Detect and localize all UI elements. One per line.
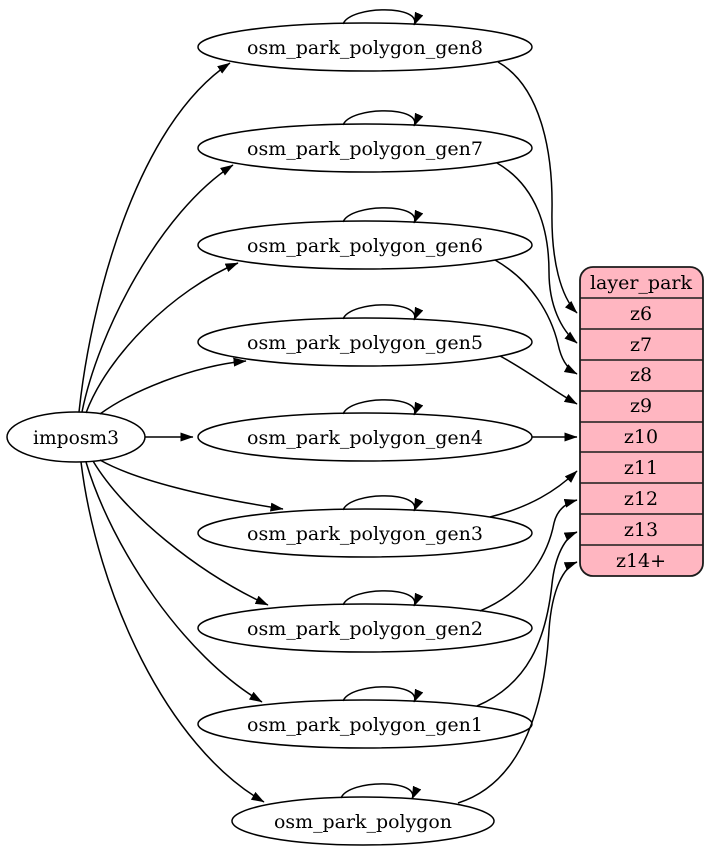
row-z9: z9 xyxy=(630,395,652,417)
row-z13: z13 xyxy=(624,519,658,541)
gen3-ellipse xyxy=(197,508,533,558)
gen1-label: osm_park_polygon_gen1 xyxy=(247,714,483,736)
node-osm_park_polygon_gen6: osm_park_polygon_gen6 xyxy=(197,220,533,270)
gen4-label: osm_park_polygon_gen4 xyxy=(247,427,483,449)
self-loop-gen6 xyxy=(342,207,424,224)
gen6-ellipse xyxy=(197,220,533,270)
self-loop-gen3 xyxy=(342,495,424,512)
row-z6: z6 xyxy=(630,303,652,325)
edge-imposm3-gen8 xyxy=(78,62,231,413)
self-loop-gen8 xyxy=(342,9,424,26)
gen8-ellipse xyxy=(197,22,533,72)
gen7-ellipse xyxy=(197,123,533,173)
edge-imposm3-gen5 xyxy=(99,357,247,415)
edge-gen5-z9 xyxy=(499,355,578,405)
self-loop-gen7 xyxy=(342,110,424,127)
node-osm_park_polygon_gen4: osm_park_polygon_gen4 xyxy=(197,412,533,462)
node-layer_park: layer_park z6 z7 z8 z9 z10 z11 z12 z13 z… xyxy=(579,266,704,577)
gen6-label: osm_park_polygon_gen6 xyxy=(247,235,483,257)
edge-imposm3-gen7 xyxy=(81,164,234,413)
row-z7: z7 xyxy=(630,334,652,356)
edges-imposm3-to-tables xyxy=(78,62,284,803)
edge-imposm3-gen3 xyxy=(99,459,284,512)
edge-gen7-z7 xyxy=(496,162,578,344)
node-osm_park_polygon_gen8: osm_park_polygon_gen8 xyxy=(197,22,533,72)
edge-imposm3-gen2 xyxy=(92,460,269,606)
gen3-label: osm_park_polygon_gen3 xyxy=(247,523,483,545)
node-osm_park_polygon_gen1: osm_park_polygon_gen1 xyxy=(197,699,533,749)
node-osm_park_polygon: osm_park_polygon xyxy=(231,796,495,846)
row-z8: z8 xyxy=(630,364,652,386)
row-z11: z11 xyxy=(624,457,658,479)
gen5-ellipse xyxy=(197,317,533,367)
gen2-ellipse xyxy=(197,603,533,653)
gen2-label: osm_park_polygon_gen2 xyxy=(247,618,483,640)
edge-osm_park_polygon-z14plus xyxy=(457,561,578,804)
self-loop-edges xyxy=(340,9,424,800)
gen8-label: osm_park_polygon_gen8 xyxy=(247,37,483,59)
node-osm_park_polygon_gen7: osm_park_polygon_gen7 xyxy=(197,123,533,173)
gen5-label: osm_park_polygon_gen5 xyxy=(247,332,483,354)
imposm3-label: imposm3 xyxy=(33,427,119,449)
layer-park-header: layer_park xyxy=(590,272,693,294)
osm-park-polygon-label: osm_park_polygon xyxy=(274,811,452,833)
node-osm_park_polygon_gen5: osm_park_polygon_gen5 xyxy=(197,317,533,367)
edge-imposm3-osm_park_polygon xyxy=(80,461,265,803)
edge-gen3-z11 xyxy=(489,470,578,518)
edge-gen2-z12 xyxy=(479,498,578,612)
self-loop-gen4 xyxy=(342,399,424,416)
gen7-label: osm_park_polygon_gen7 xyxy=(247,138,483,160)
edge-gen6-z8 xyxy=(494,259,578,375)
edge-gen8-z6 xyxy=(497,61,578,314)
osm-park-polygon-ellipse xyxy=(231,796,495,846)
self-loop-gen1 xyxy=(342,686,424,703)
edge-imposm3-gen6 xyxy=(85,262,239,414)
node-osm_park_polygon_gen3: osm_park_polygon_gen3 xyxy=(197,508,533,558)
edge-imposm3-gen1 xyxy=(85,461,263,703)
row-z14plus: z14+ xyxy=(616,550,666,572)
self-loop-osm_park_polygon xyxy=(340,783,422,800)
edges-tables-to-layer xyxy=(457,61,578,804)
node-osm_park_polygon_gen2: osm_park_polygon_gen2 xyxy=(197,603,533,653)
self-loop-gen2 xyxy=(342,590,424,607)
edge-gen1-z13 xyxy=(476,531,578,707)
self-loop-gen5 xyxy=(342,304,424,321)
node-imposm3: imposm3 xyxy=(6,411,146,463)
row-z12: z12 xyxy=(624,488,658,510)
row-z10: z10 xyxy=(624,426,658,448)
